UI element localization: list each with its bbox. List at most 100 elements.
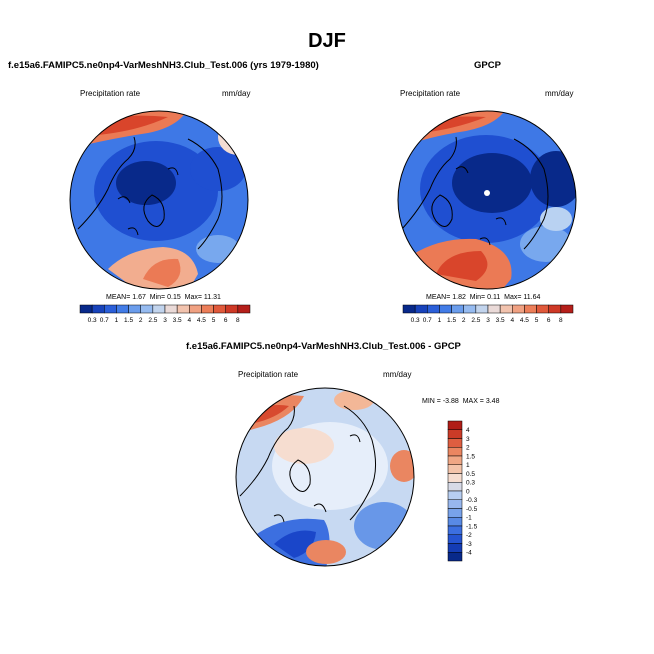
panel-3-colorbar-box-2 [447,438,463,448]
panel-3-left-label: Precipitation rate [238,370,299,379]
panel-2-colorbar-tick-label: 0.7 [423,317,432,324]
panel-3-colorbar-tick-label: -3 [466,541,472,548]
panel-1-colorbar-box-4 [128,304,141,314]
panel-2-stats: MEAN= 1.82 Min= 0.11 Max= 11.64 [426,294,540,301]
panel-1-colorbar-box-10 [201,304,214,314]
panel-1-colorbar-box-2 [104,304,117,314]
panel-3-colorbar-tick-label: -0.3 [466,497,478,504]
panel-3-center-warm [274,428,334,464]
panel-3-colorbar-tick-label: -2 [466,532,472,539]
panel-3-colorbar-box-9 [447,499,463,509]
panel-3-max-label: MAX = [462,398,484,405]
panel-3-colorbar-box-4 [447,455,463,465]
panel-2-atlantic-core [436,251,488,281]
panel-2-colorbar-tick-label: 6 [547,317,551,324]
panel-3-colorbar-tick-label: -0.5 [466,506,478,513]
panel-1-east-pacific [218,119,248,155]
panel-2-colorbar-box-0 [402,304,416,314]
panel-2-colorbar-box-7 [487,304,501,314]
panel-3-min-value: -3.88 [442,398,459,405]
panel-2-colorbar-box-4 [451,304,464,314]
panel-1-colorbar-tick-label: 4.5 [197,317,206,324]
panel-3-colorbar-box-5 [447,464,463,474]
panel-3-colorbar-box-3 [447,447,463,457]
panel-3-coast-islands [273,434,361,523]
panel-3-colorbar-box-7 [447,482,463,492]
panel-3-colorbar-tick-label: 0.5 [466,471,475,478]
panel-1-colorbar-box-9 [189,304,202,314]
panel-1-colorbar-tick-label: 4 [187,317,191,324]
panel-3-title: f.e15a6.FAMIPC5.ne0np4-VarMeshNH3.Club_T… [186,341,461,352]
panel-2-units-label: mm/day [545,89,574,98]
panel-2-colorbar-box-10 [524,304,537,314]
panel-3-colorbar-box-15 [447,552,463,562]
panel-2-coast-greenland [431,194,453,227]
panel-1-min-label: Min= [149,294,166,301]
panel-2-colorbar-box-5 [463,304,477,314]
panel-3-colorbar-tick-label: 4 [466,427,470,434]
season-title: DJF [308,30,346,52]
panel-1-colorbar-box-11 [213,304,226,314]
panel-1-colorbar-box-12 [225,304,239,314]
panel-3-units-label: mm/day [383,370,412,379]
panel-3-colorbar-tick-label: -4 [466,550,472,557]
panel-3-colorbar-tick-label: 1 [466,462,470,469]
panel-3-colorbar-tick-label: 1.5 [466,453,475,460]
panel-1-colorbar-box-0 [79,304,93,314]
panel-2-colorbar-box-13 [560,304,574,314]
panel-3-colorbar-box-6 [447,473,463,483]
panel-3-colorbar-tick-label: 3 [466,436,470,443]
panel-1-colorbar-box-8 [176,304,190,314]
panel-1-colorbar-tick-label: 1.5 [124,317,133,324]
panel-1-colorbar-box-6 [152,304,166,314]
panel-3-colorbar-tick-label: -1.5 [466,523,478,530]
panel-2-colorbar-box-3 [439,304,452,314]
panel-1-title: f.e15a6.FAMIPC5.ne0np4-VarMeshNH3.Club_T… [8,60,319,71]
panel-3-colorbar-box-11 [447,517,463,527]
panel-1-colorbar-tick-label: 5 [212,317,216,324]
panel-2-colorbar-box-2 [427,304,440,314]
panel-2-colorbar-tick-label: 5 [535,317,539,324]
panel-1-colorbar-box-3 [116,304,129,314]
panel-2-pole-core [452,153,532,213]
panel-1-colorbar-box-13 [237,304,251,314]
panel-3-colorbar-box-14 [447,543,463,553]
panel-1-colorbar-box-1 [91,304,105,314]
panel-3-stats: MIN = -3.88 MAX = 3.48 [422,398,499,405]
panel-1-colorbar-tick-label: 2.5 [148,317,157,324]
panel-2-mean-label: MEAN= [426,294,451,301]
panel-2-colorbar-box-6 [475,304,489,314]
panel-3-max-value: 3.48 [485,398,500,405]
panel-2-colorbar-box-9 [512,304,525,314]
panel-3-colorbar-box-0 [447,420,463,430]
panel-1-colorbar-tick-label: 2 [139,317,143,324]
panel-2-colorbar-tick-label: 4.5 [520,317,529,324]
panel-2-coast-eurasia [513,138,549,250]
panel-3-east-wet [390,450,414,482]
panel-2-colorbar-tick-label: 0.3 [411,317,420,324]
panel-1-pole-core [116,161,176,205]
panel-3-colorbar: 4 3 21.5 1 0.5 0.30 -0.3 -0.5 -1-1.5 -2 -3 -4 [447,420,478,562]
panel-3-min-label: MIN = [422,398,441,405]
panel-1-coast-islands [117,167,179,236]
panel-3-colorbar-box-8 [447,490,463,500]
panel-2-colorbar-box-11 [536,304,549,314]
panel-3-colorbar-box-12 [447,525,463,535]
panel-2-title: GPCP [474,60,501,71]
panel-2-min-label: Min= [469,294,486,301]
panel-1-left-label: Precipitation rate [80,89,141,98]
panel-2-east-moist [540,207,572,231]
panel-2-map [397,110,577,290]
panel-3-colorbar-tick-label: 2 [466,445,470,452]
panel-1-stats: MEAN= 1.67 Min= 0.15 Max= 11.31 [106,294,221,301]
panel-3-colorbar-box-10 [447,508,463,518]
panel-2-colorbar-tick-label: 1 [438,317,442,324]
panel-1-colorbar-tick-label: 8 [236,317,240,324]
panel-3-colorbar-tick-label: 0 [466,488,470,495]
panel-2-max-label: Max= [504,294,522,301]
panel-2-mean-value: 1.82 [452,294,466,301]
panel-1-atlantic-core [143,258,181,287]
panel-2-colorbar-tick-label: 3 [486,317,490,324]
panel-1-colorbar-tick-label: 6 [224,317,228,324]
panel-3-colorbar-box-1 [447,429,463,439]
